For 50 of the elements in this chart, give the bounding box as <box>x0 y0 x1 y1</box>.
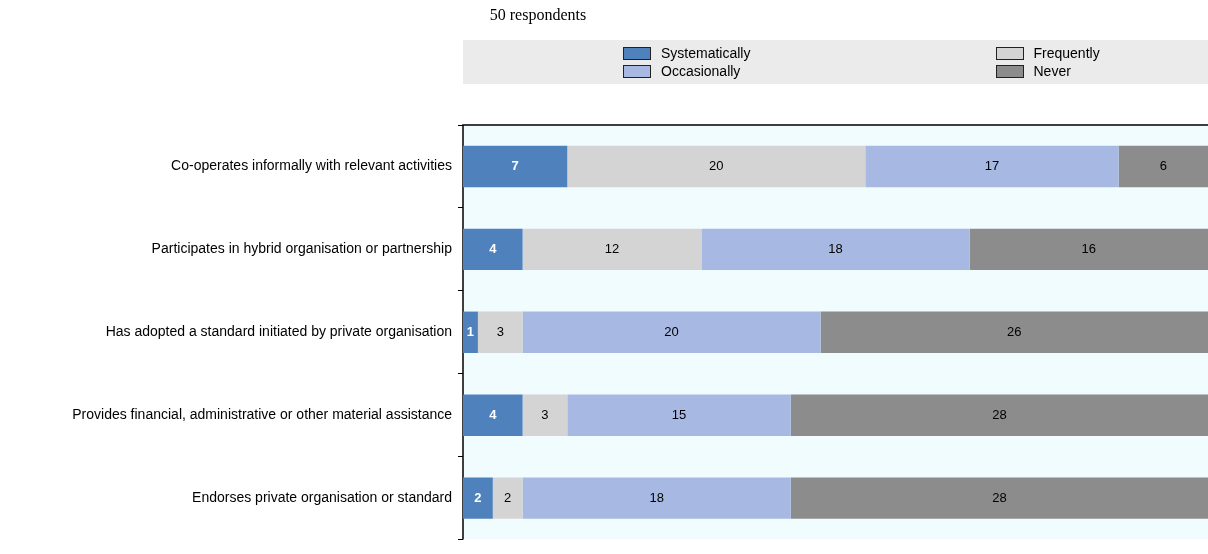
bar <box>492 477 523 519</box>
data-label: 26 <box>1007 323 1022 339</box>
bar <box>463 311 478 354</box>
legend-label: Never <box>1033 63 1071 79</box>
data-label: 7 <box>511 158 519 174</box>
y-tick-label: Co-operates informally with relevant activities <box>171 157 452 174</box>
bar <box>567 394 791 436</box>
data-label: 2 <box>474 489 482 505</box>
bar <box>463 394 523 436</box>
bar <box>820 311 1208 354</box>
bar <box>463 477 493 519</box>
data-label: 3 <box>541 406 549 422</box>
legend-label: Occasionally <box>661 63 741 79</box>
bar <box>522 228 702 271</box>
data-label: 1 <box>466 323 475 339</box>
bar <box>463 145 568 188</box>
bar <box>969 228 1208 271</box>
bar <box>567 145 866 188</box>
data-label: 12 <box>604 240 620 256</box>
data-label: 2 <box>504 489 512 505</box>
bar <box>522 311 821 354</box>
data-label: 20 <box>709 158 724 174</box>
data-label: 20 <box>664 323 679 339</box>
bar <box>463 228 523 271</box>
bar <box>522 394 568 436</box>
y-tick-label: Participates in hybrid organisation or partnership <box>151 240 453 257</box>
data-label: 16 <box>1081 240 1097 256</box>
data-label: 3 <box>496 323 504 339</box>
data-label: 18 <box>828 240 843 256</box>
legend-label: Systematically <box>661 45 751 61</box>
chart-title: 50 respondents <box>488 6 588 24</box>
y-tick-label: Has adopted a standard initiated by private organisation <box>105 323 452 340</box>
data-label: 15 <box>671 406 687 422</box>
data-label: 28 <box>992 406 1007 422</box>
bar <box>522 477 791 519</box>
data-label: 18 <box>649 489 664 505</box>
y-tick-label: Endorses private organisation or standard <box>192 489 452 505</box>
bar <box>790 394 1208 436</box>
bar <box>865 145 1119 188</box>
data-label: 4 <box>489 240 498 256</box>
data-label: 17 <box>984 158 1000 174</box>
y-tick-label: Provides financial, administrative or other material assistance <box>72 406 453 423</box>
bar <box>477 311 523 354</box>
bar <box>701 228 970 271</box>
legend-label: Frequently <box>1033 45 1100 61</box>
data-label: 6 <box>1159 158 1167 174</box>
data-label: 28 <box>992 489 1007 505</box>
data-label: 4 <box>489 406 498 422</box>
bar <box>1118 145 1208 188</box>
bar <box>790 477 1208 519</box>
